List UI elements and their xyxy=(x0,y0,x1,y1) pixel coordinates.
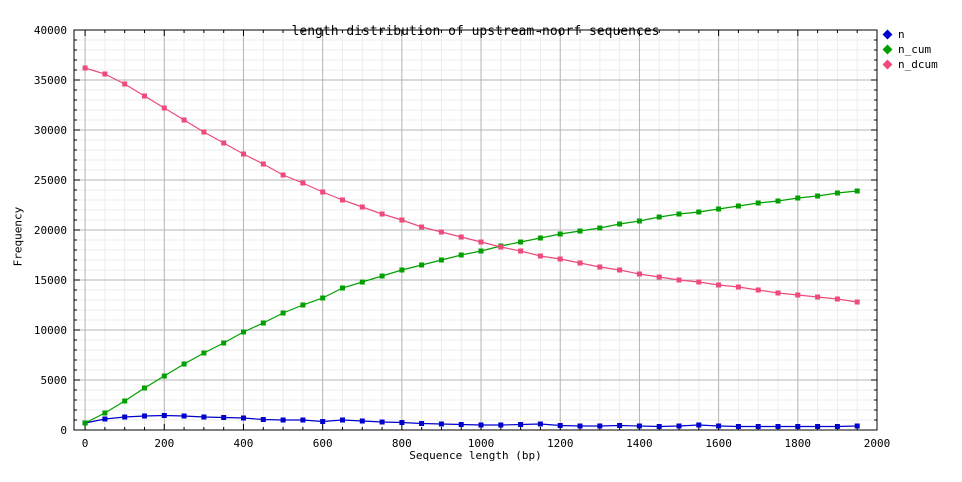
legend-label: n xyxy=(898,28,905,41)
legend-label: n_cum xyxy=(898,43,932,56)
svg-text:5000: 5000 xyxy=(41,374,68,387)
svg-text:0: 0 xyxy=(82,437,89,450)
svg-text:600: 600 xyxy=(313,437,333,450)
y-axis-label: Frequency xyxy=(11,206,25,267)
svg-text:25000: 25000 xyxy=(34,174,67,187)
svg-text:15000: 15000 xyxy=(34,274,67,287)
svg-text:1400: 1400 xyxy=(626,437,653,450)
svg-text:20000: 20000 xyxy=(34,224,67,237)
svg-text:1200: 1200 xyxy=(547,437,574,450)
svg-text:1600: 1600 xyxy=(705,437,732,450)
svg-text:1800: 1800 xyxy=(785,437,812,450)
svg-text:0: 0 xyxy=(60,424,67,437)
svg-text:30000: 30000 xyxy=(34,124,67,137)
svg-text:2000: 2000 xyxy=(864,437,891,450)
legend-item-n: n xyxy=(882,27,938,42)
svg-text:35000: 35000 xyxy=(34,74,67,87)
svg-text:1000: 1000 xyxy=(468,437,495,450)
svg-text:400: 400 xyxy=(234,437,254,450)
x-axis-label: Sequence length (bp) xyxy=(409,449,542,462)
series-marker-icon xyxy=(882,59,893,70)
chart-title: length distribution of upstream-noorf se… xyxy=(291,24,660,39)
legend: n n_cum n_dcum xyxy=(882,27,938,72)
svg-text:800: 800 xyxy=(392,437,412,450)
svg-text:10000: 10000 xyxy=(34,324,67,337)
legend-label: n_dcum xyxy=(898,58,938,71)
svg-text:40000: 40000 xyxy=(34,24,67,37)
series-marker-icon xyxy=(882,29,893,40)
legend-item-n-dcum: n_dcum xyxy=(882,57,938,72)
svg-text:200: 200 xyxy=(154,437,174,450)
legend-item-n-cum: n_cum xyxy=(882,42,938,57)
series-marker-icon xyxy=(882,44,893,55)
